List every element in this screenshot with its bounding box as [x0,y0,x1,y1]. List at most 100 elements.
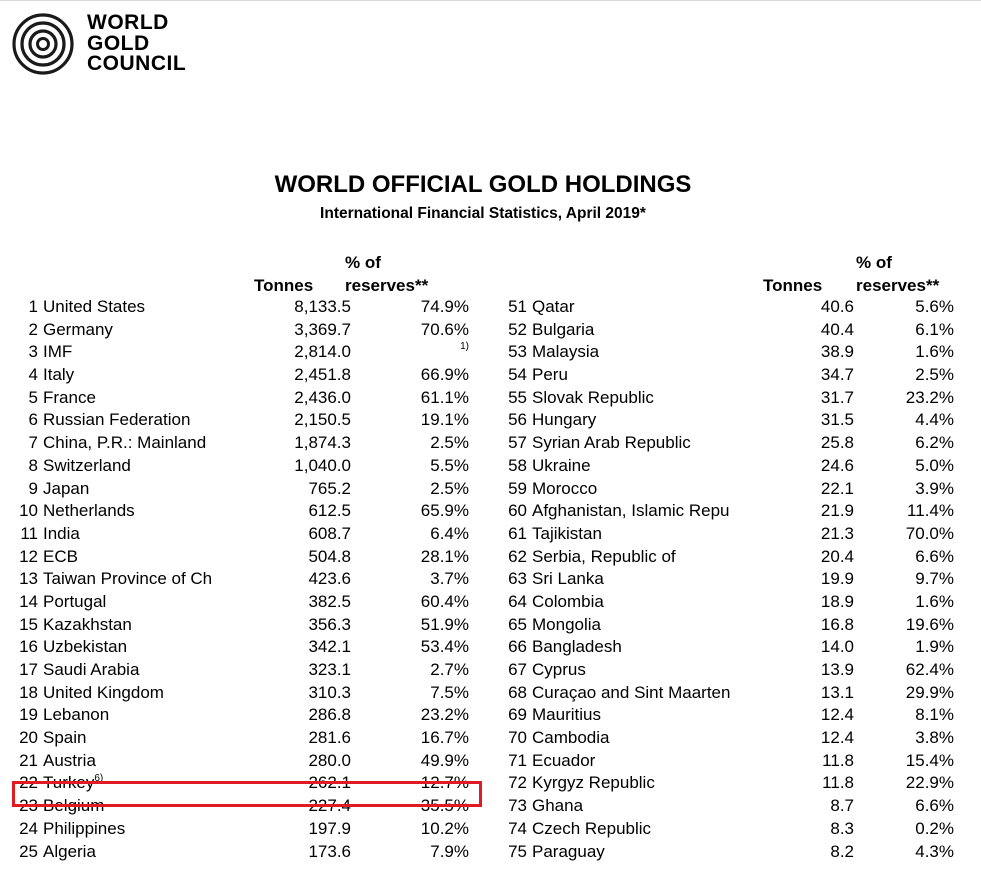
table-row: 15 Kazakhstan 356.3 51.9% [13,614,473,637]
logo-wordmark: WORLD GOLD COUNCIL [87,12,186,75]
country-cell: Ghana [532,795,765,818]
pct-value: 2.5% [430,433,469,453]
country-name: Cambodia [532,728,610,748]
rank-cell: 7 [28,433,38,453]
pct-value: 4.4% [915,410,954,430]
pct-reserves-cell: 49.9% [373,750,469,773]
country-name: ECB [43,546,78,566]
country-cell: Taiwan Province of Ch [43,568,260,591]
country-name: Hungary [532,410,597,430]
pct-reserves-cell: 53.4% [373,636,469,659]
country-name: IMF [43,342,73,362]
tonnes-cell: 504.8 [308,546,351,566]
rank-cell: 25 [19,841,38,861]
pct-value: 8.1% [915,705,954,725]
pct-value: 16.7% [420,728,469,748]
table-row: 12 ECB 504.8 28.1% [13,546,473,569]
country-cell: Qatar [532,296,765,319]
rank-cell: 5 [28,387,38,407]
table-row: 52 Bulgaria 40.4 6.1% [506,319,956,342]
tonnes-cell: 1,874.3 [294,433,351,453]
tonnes-cell: 8,133.5 [294,297,351,316]
table-row: 60 Afghanistan, Islamic Repu 21.9 11.4% [506,500,956,523]
pct-reserves-cell: 29.9% [854,682,954,705]
rank-cell: 59 [508,478,527,498]
pct-reserves-cell: 4.3% [854,841,954,864]
pct-reserves-cell: 5.5% [373,455,469,478]
tonnes-cell: 281.6 [308,728,351,748]
tonnes-cell: 34.7 [820,365,854,385]
pct-reserves-cell: 2.5% [373,478,469,501]
country-name: Germany [43,319,113,339]
country-name: Algeria [43,841,96,861]
tonnes-cell: 8.2 [830,841,854,861]
table-row: 65 Mongolia 16.8 19.6% [506,614,956,637]
pct-value: 74.9% [420,297,469,316]
rank-cell: 56 [508,410,527,430]
country-name: Slovak Republic [532,387,654,407]
table-row: 75 Paraguay 8.2 4.3% [506,841,956,864]
country-cell: Germany [43,319,260,342]
tonnes-cell: 382.5 [308,591,351,611]
pct-reserves-cell: 70.6% [373,319,469,342]
pct-value: 6.6% [915,546,954,566]
rank-cell: 11 [20,523,38,543]
country-name: Qatar [532,297,575,316]
pct-reserves-cell: 1.6% [854,341,954,364]
tonnes-cell: 20.4 [820,546,854,566]
tonnes-cell: 38.9 [820,342,854,362]
table-row: 70 Cambodia 12.4 3.8% [506,727,956,750]
country-name: Saudi Arabia [43,660,140,679]
tonnes-cell: 423.6 [308,569,351,589]
rank-cell: 70 [508,728,527,748]
rank-cell: 14 [19,591,38,611]
pct-reserves-cell: 6.1% [854,319,954,342]
country-cell: Hungary [532,409,765,432]
table-row: 14 Portugal 382.5 60.4% [13,591,473,614]
tonnes-cell: 173.6 [308,841,351,861]
pct-reserves-cell: 2.7% [373,659,469,682]
country-cell: Morocco [532,478,765,501]
country-name: Portugal [43,591,107,611]
rank-cell: 19 [19,705,38,725]
pct-value: 66.9% [420,365,469,385]
pct-value: 19.6% [905,614,954,634]
pct-value: 60.4% [420,591,469,611]
table-row: 3 IMF 2,814.0 1) [13,341,473,364]
country-name: Colombia [532,591,604,611]
tonnes-cell: 310.3 [308,682,351,702]
pct-reserves-cell: 22.9% [854,772,954,795]
right-holdings-table: 51 Qatar 40.6 5.6% 52 Bulgaria 40.4 6.1% 53 Malay… [506,296,956,863]
country-name: Czech Republic [532,818,652,838]
pct-value: 29.9% [905,682,954,702]
tonnes-cell: 31.5 [820,410,854,430]
country-cell: Saudi Arabia [43,659,260,682]
rank-cell: 69 [508,705,527,725]
rank-cell: 20 [19,728,38,748]
country-cell: Mongolia [532,614,765,637]
rank-cell: 57 [508,433,527,453]
pct-reserves-cell: 16.7% [373,727,469,750]
tonnes-cell: 25.8 [820,433,854,453]
tonnes-cell: 22.1 [820,478,854,498]
tonnes-cell: 18.9 [820,591,854,611]
country-cell: United States [43,296,260,319]
country-cell: Tajikistan [532,523,765,546]
country-name: Spain [43,728,87,748]
country-name: Tajikistan [532,523,602,543]
rank-cell: 13 [19,569,38,589]
pct-value: 6.6% [915,796,954,816]
table-row: 51 Qatar 40.6 5.6% [506,296,956,319]
pct-reserves-cell: 3.8% [854,727,954,750]
country-cell: Sri Lanka [532,568,765,591]
table-row: 17 Saudi Arabia 323.1 2.7% [13,659,473,682]
country-cell: Colombia [532,591,765,614]
table-row: 21 Austria 280.0 49.9% [13,750,473,773]
rank-cell: 55 [508,387,527,407]
pct-reserves-cell: 1) [373,341,469,367]
tonnes-cell: 1,040.0 [294,455,351,475]
country-cell: Austria [43,750,260,773]
pct-reserves-cell: 7.9% [373,841,469,864]
pct-value: 23.2% [420,705,469,725]
rank-cell: 3 [28,342,38,362]
